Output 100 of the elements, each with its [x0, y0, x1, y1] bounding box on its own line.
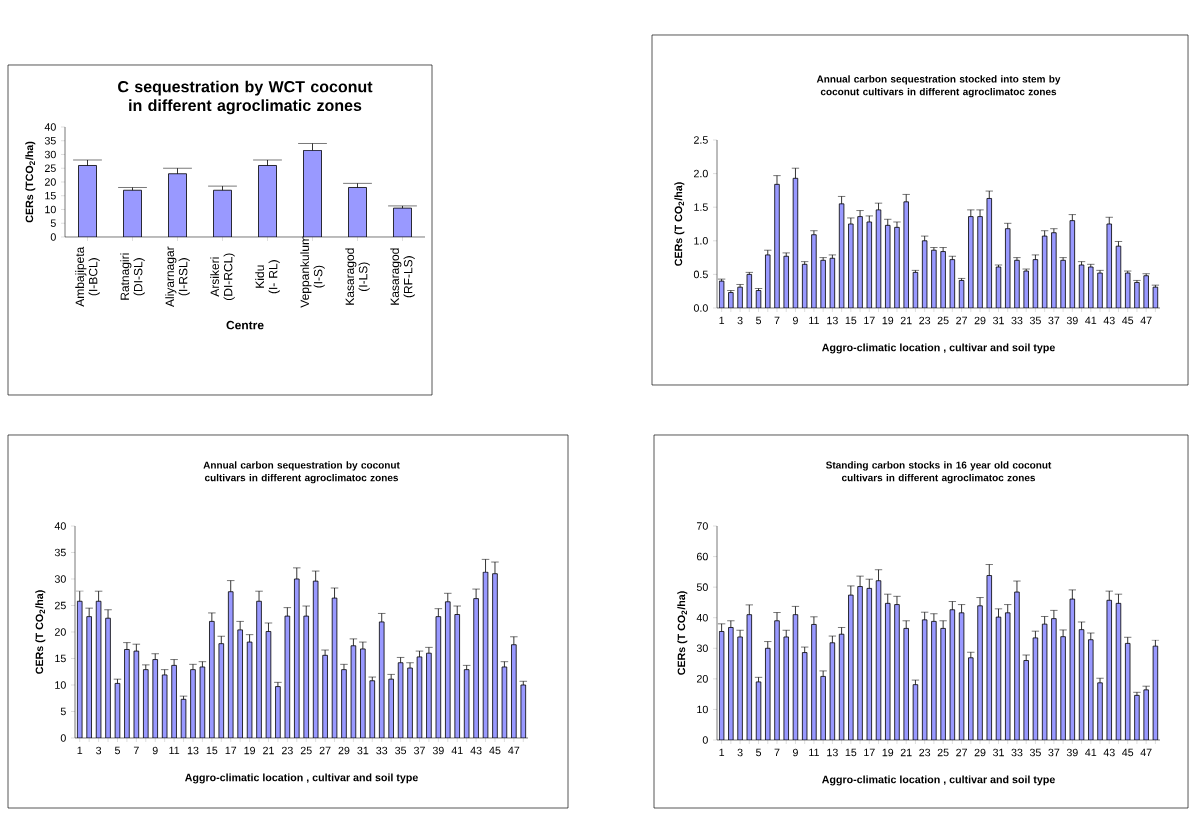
x-tick-label: 3 — [96, 746, 102, 755]
x-tick-label: 3 — [737, 316, 743, 325]
x-tick-label: 27 — [319, 746, 331, 755]
y-tick-label: 60 — [696, 552, 708, 561]
y-tick-label: 70 — [696, 522, 708, 530]
y-axis-title: CERs (T CO$_{2}$/ha) — [677, 591, 688, 675]
y-tick-label: 0 — [702, 736, 708, 744]
x-tick-label: 35 — [1029, 316, 1041, 325]
x-tick-label: 43 — [1103, 748, 1115, 757]
x-tick-label: 1 — [77, 746, 83, 755]
x-tick-label: 9 — [792, 316, 798, 325]
y-axis-title: CERs (T CO$_{2}$/ha) — [35, 590, 46, 674]
x-tick-label: 19 — [244, 746, 256, 755]
x-tick-label: 41 — [1085, 316, 1097, 325]
y-tick-label: 10 — [55, 681, 66, 689]
x-tick-label: Aliyarnagar (I-RSL) — [165, 246, 190, 308]
x-tick-label: 47 — [1140, 748, 1152, 757]
x-tick-label: 5 — [755, 316, 762, 325]
chart-title: Annual carbon sequestration by coconut cultivars in different agroclimatoc zones — [203, 461, 400, 484]
x-tick-label: 39 — [1066, 748, 1078, 757]
x-tick-label: Kasaragod (I-LS) — [345, 248, 370, 305]
y-tick-label: 2.5 — [694, 136, 708, 144]
y-tick-label: 1.0 — [694, 237, 708, 245]
y-tick-label: 0.0 — [693, 304, 708, 312]
x-tick-label: 39 — [432, 746, 444, 755]
x-tick-label: 29 — [974, 748, 986, 757]
y-tick-label: 20 — [696, 675, 708, 683]
x-tick-label: 37 — [1048, 748, 1060, 757]
x-tick-label: 15 — [845, 316, 857, 325]
x-tick-label: 33 — [1011, 748, 1023, 757]
x-tick-label: 1 — [719, 748, 725, 757]
x-tick-label: 45 — [489, 746, 501, 755]
y-tick-label: 25 — [54, 601, 66, 610]
x-tick-label: 5 — [755, 748, 762, 757]
x-tick-label: 47 — [508, 746, 520, 755]
x-tick-label: 31 — [357, 746, 369, 755]
x-tick-label: 41 — [1085, 748, 1097, 757]
x-tick-label: Ratnagiri (DI-SL) — [120, 253, 145, 300]
y-tick-label: 40 — [44, 123, 56, 131]
x-tick-label: 47 — [1140, 316, 1152, 325]
y-tick-label: 10 — [697, 705, 708, 714]
x-tick-label: 27 — [956, 316, 967, 325]
y-tick-label: 2.0 — [694, 169, 708, 178]
x-tick-label: 7 — [774, 316, 780, 325]
x-tick-label: 15 — [206, 746, 218, 755]
x-tick-label: 21 — [263, 746, 274, 755]
x-tick-label: Ambajipeta (I-BCL) — [75, 246, 100, 307]
x-tick-label: 21 — [900, 316, 912, 325]
x-tick-label: Arsikeri (DI-RCL) — [210, 253, 235, 300]
y-tick-label: 40 — [696, 613, 708, 622]
x-tick-label: 25 — [937, 316, 949, 325]
x-axis-title: Aggro-climatic location , cultivar and soil type — [822, 775, 1055, 786]
x-tick-label: 17 — [225, 746, 237, 755]
x-tick-label: 41 — [451, 746, 463, 755]
x-tick-label: 23 — [919, 748, 931, 757]
x-tick-label: 1 — [719, 316, 725, 325]
x-tick-label: 29 — [974, 316, 986, 325]
x-tick-label: 7 — [133, 746, 139, 755]
y-axis-title: CERs (TCO$_{2}$/ha) — [25, 141, 36, 223]
x-tick-label: 45 — [1122, 748, 1134, 757]
y-tick-label: 20 — [54, 628, 66, 636]
x-tick-label: 7 — [774, 748, 780, 757]
x-tick-label: 9 — [792, 748, 798, 757]
x-tick-label: 11 — [169, 746, 180, 755]
x-tick-label: 33 — [376, 746, 388, 755]
y-tick-label: 25 — [44, 164, 56, 173]
y-tick-label: 30 — [696, 644, 708, 653]
x-tick-label: 21 — [900, 748, 912, 757]
x-tick-label: 9 — [152, 746, 158, 755]
x-tick-label: 37 — [1048, 316, 1060, 325]
y-tick-label: 5 — [50, 219, 56, 227]
x-tick-label: 11 — [809, 748, 819, 757]
x-tick-label: 19 — [882, 316, 894, 325]
x-axis-title: Aggro-climatic location , cultivar and soil type — [185, 773, 418, 784]
x-tick-label: 37 — [413, 746, 425, 755]
y-tick-label: 5 — [60, 707, 66, 716]
y-tick-label: 50 — [696, 583, 708, 591]
chart-title: Standing carbon stocks in 16 year old coconut cultivars in different agroclimatoc zones — [826, 461, 1052, 484]
y-tick-label: 30 — [54, 575, 66, 583]
chart-title: Annual carbon sequestration stocked into stem by coconut cultivars in different agroclimatoc zones — [816, 75, 1061, 98]
x-tick-label: 13 — [187, 746, 199, 755]
x-tick-label: 31 — [992, 316, 1004, 325]
y-tick-label: 0.5 — [693, 270, 708, 279]
x-tick-label: 3 — [737, 748, 743, 757]
x-tick-label: Kasaragod (RF-LS) — [390, 248, 415, 305]
x-tick-label: 25 — [937, 748, 949, 757]
x-axis-title: Centre — [226, 320, 264, 330]
x-tick-label: 43 — [470, 746, 482, 755]
x-tick-label: 45 — [1122, 316, 1134, 325]
x-tick-label: 31 — [992, 748, 1004, 757]
x-tick-label: 17 — [864, 748, 875, 757]
x-tick-label: 19 — [882, 748, 894, 757]
y-tick-label: 30 — [44, 150, 56, 159]
x-tick-label: 15 — [845, 748, 857, 757]
x-axis-title: Aggro-climatic location , cultivar and soil type — [822, 343, 1055, 354]
x-tick-label: 23 — [919, 316, 931, 325]
x-tick-label: 11 — [809, 316, 819, 325]
x-tick-label: Kidu (I- RL) — [255, 260, 280, 294]
x-tick-label: 35 — [1029, 748, 1041, 757]
x-tick-label: 27 — [956, 748, 967, 757]
